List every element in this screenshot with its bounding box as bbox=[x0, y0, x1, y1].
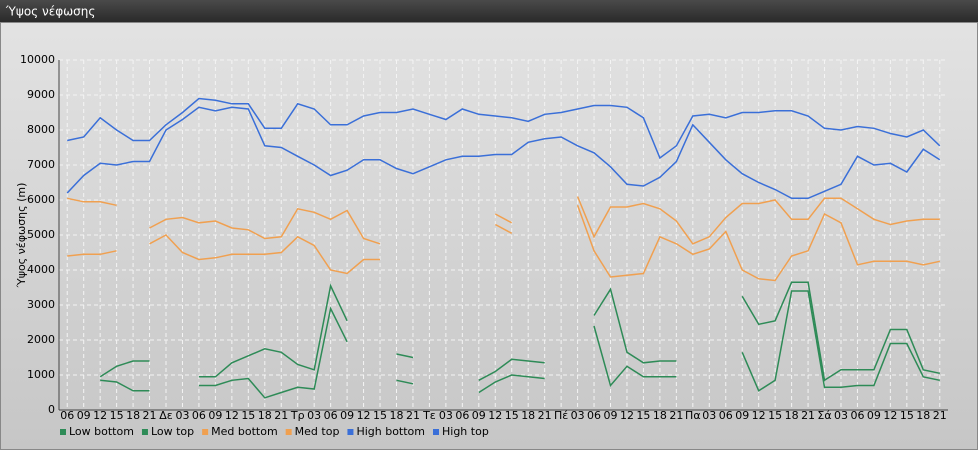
x-tick-label: 03 bbox=[834, 409, 848, 422]
legend-swatch bbox=[433, 429, 439, 435]
x-tick-label: 06 bbox=[455, 409, 469, 422]
series-line bbox=[67, 196, 940, 245]
series-line bbox=[100, 290, 940, 399]
legend-label: Low top bbox=[151, 425, 194, 438]
x-tick-label: 12 bbox=[620, 409, 634, 422]
x-tick-label: 12 bbox=[357, 409, 371, 422]
x-tick-label: 09 bbox=[604, 409, 618, 422]
legend-label: Med bottom bbox=[211, 425, 278, 438]
x-tick-label: Πα bbox=[685, 409, 701, 422]
y-tick-label: 4000 bbox=[27, 263, 55, 276]
y-tick-label: 1000 bbox=[27, 368, 55, 381]
x-tick-label: Τε bbox=[422, 409, 436, 422]
x-tick-label: 06 bbox=[719, 409, 733, 422]
x-tick-label: 03 bbox=[175, 409, 189, 422]
legend-swatch bbox=[347, 429, 354, 435]
x-tick-label: 03 bbox=[571, 409, 585, 422]
x-tick-label: 21 bbox=[406, 409, 420, 422]
x-tick-label: 21 bbox=[538, 409, 552, 422]
x-tick-label: 18 bbox=[916, 409, 930, 422]
x-tick-label: 03 bbox=[702, 409, 716, 422]
x-tick-label: 09 bbox=[867, 409, 881, 422]
series-line bbox=[99, 281, 940, 382]
x-tick-label: 09 bbox=[735, 409, 749, 422]
legend-label: High top bbox=[442, 425, 489, 438]
legend-swatch bbox=[202, 429, 209, 435]
legend-label: Med top bbox=[295, 425, 340, 438]
x-tick-label: 15 bbox=[636, 409, 650, 422]
y-tick-label: 6000 bbox=[27, 193, 55, 206]
x-tick-label: 09 bbox=[340, 409, 354, 422]
x-tick-label: 18 bbox=[785, 409, 799, 422]
x-tick-label: 21 bbox=[274, 409, 288, 422]
legend-label: Low bottom bbox=[69, 425, 134, 438]
y-tick-label: 8000 bbox=[27, 123, 55, 136]
x-tick-label: 06 bbox=[850, 409, 864, 422]
x-tick-label: 09 bbox=[208, 409, 222, 422]
x-tick-label: 18 bbox=[389, 409, 403, 422]
x-tick-label: 03 bbox=[307, 409, 321, 422]
x-tick-label: 21 bbox=[669, 409, 683, 422]
legend-label: High bottom bbox=[356, 425, 425, 438]
x-tick-label: 09 bbox=[77, 409, 91, 422]
series-line bbox=[66, 106, 941, 200]
y-tick-label: 10000 bbox=[20, 53, 55, 66]
x-tick-label: 18 bbox=[521, 409, 535, 422]
x-tick-label: 15 bbox=[241, 409, 255, 422]
x-tick-label: Σά bbox=[817, 409, 831, 422]
x-tick-label: Πέ bbox=[554, 409, 568, 422]
x-tick-label: 21 bbox=[933, 409, 947, 422]
legend-swatch bbox=[285, 429, 292, 435]
title-bar bbox=[0, 0, 978, 22]
legend-swatch bbox=[141, 429, 148, 435]
x-tick-label: 18 bbox=[258, 409, 272, 422]
x-tick-label: 21 bbox=[143, 409, 157, 422]
x-tick-label: 21 bbox=[801, 409, 815, 422]
legend-swatch bbox=[60, 429, 66, 435]
x-tick-label: 12 bbox=[883, 409, 897, 422]
x-tick-label: 12 bbox=[488, 409, 502, 422]
x-tick-label: Δε bbox=[159, 409, 173, 422]
x-tick-label: 03 bbox=[439, 409, 453, 422]
y-tick-label: 3000 bbox=[27, 298, 55, 311]
x-tick-label: 12 bbox=[93, 409, 107, 422]
y-tick-label: 5000 bbox=[27, 228, 55, 241]
x-tick-label: 06 bbox=[60, 409, 74, 422]
x-tick-label: 12 bbox=[752, 409, 766, 422]
x-tick-label: 15 bbox=[373, 409, 387, 422]
y-tick-label: 2000 bbox=[27, 333, 55, 346]
y-axis-title: Ύψος νέφωσης (m) bbox=[15, 183, 28, 289]
x-tick-label: 15 bbox=[900, 409, 914, 422]
chart-title: Ύψος νέφωσης bbox=[5, 5, 95, 19]
x-tick-label: 06 bbox=[324, 409, 338, 422]
x-tick-label: 15 bbox=[768, 409, 782, 422]
x-tick-label: Τρ bbox=[290, 409, 305, 422]
x-tick-label: 06 bbox=[587, 409, 601, 422]
x-tick-label: 15 bbox=[110, 409, 124, 422]
x-tick-label: 12 bbox=[225, 409, 239, 422]
series-line bbox=[67, 205, 940, 282]
x-tick-label: 06 bbox=[192, 409, 206, 422]
x-tick-label: 09 bbox=[472, 409, 486, 422]
y-tick-label: 9000 bbox=[27, 88, 55, 101]
series-line bbox=[67, 97, 941, 160]
y-tick-label: 0 bbox=[48, 403, 55, 416]
x-tick-label: 18 bbox=[653, 409, 667, 422]
x-tick-label: 18 bbox=[126, 409, 140, 422]
y-tick-label: 7000 bbox=[27, 158, 55, 171]
x-tick-label: 15 bbox=[505, 409, 519, 422]
